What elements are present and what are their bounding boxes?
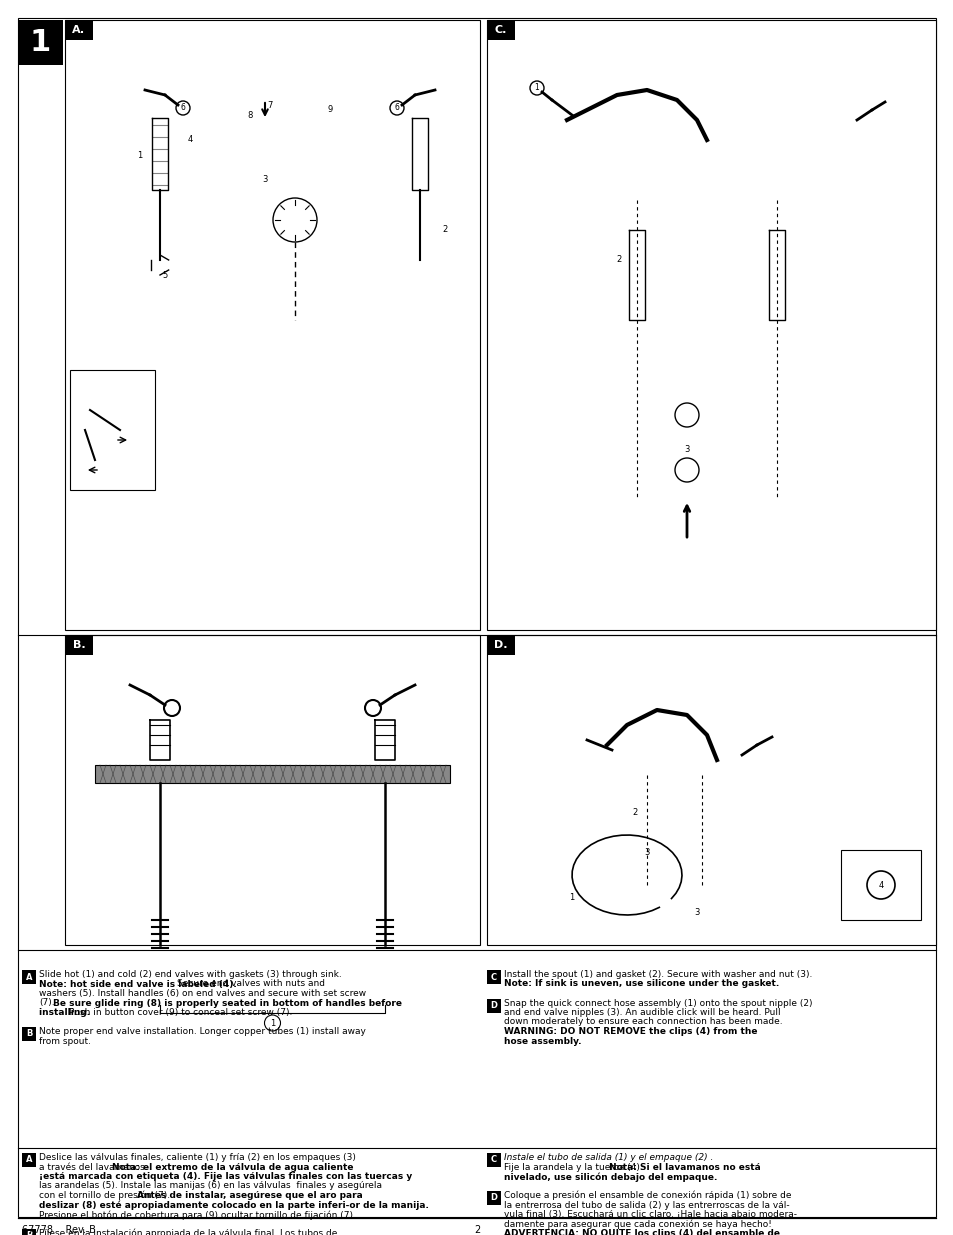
Bar <box>486 1153 500 1167</box>
Bar <box>22 969 36 984</box>
Text: 2: 2 <box>631 808 637 818</box>
Text: 3: 3 <box>683 446 689 454</box>
Bar <box>22 1028 36 1041</box>
Text: washers (5). Install handles (6) on end valves and secure with set screw: washers (5). Install handles (6) on end … <box>39 989 366 998</box>
Bar <box>486 20 515 40</box>
Bar <box>486 635 935 945</box>
Bar <box>486 20 935 630</box>
Text: 5: 5 <box>162 270 168 279</box>
Text: 3: 3 <box>262 175 268 184</box>
Text: B: B <box>26 1030 32 1039</box>
Text: damente para asegurar que cada conexión se haya hecho!: damente para asegurar que cada conexión … <box>503 1219 771 1229</box>
Text: WARNING: DO NOT REMOVE the clips (4) from the: WARNING: DO NOT REMOVE the clips (4) fro… <box>503 1028 757 1036</box>
Bar <box>486 999 500 1013</box>
Text: C: C <box>491 1156 497 1165</box>
Text: 8: 8 <box>247 110 253 120</box>
Text: 3: 3 <box>694 908 699 918</box>
Text: 6: 6 <box>180 104 185 112</box>
Bar <box>18 20 63 65</box>
Text: D: D <box>490 1002 497 1010</box>
Text: B: B <box>26 1231 32 1235</box>
Text: Nota: Si el lavamanos no está: Nota: Si el lavamanos no está <box>608 1162 760 1172</box>
Text: ¡está marcada con etiqueta (4). Fije las válvulas finales con las tuercas y: ¡está marcada con etiqueta (4). Fije las… <box>39 1172 412 1181</box>
Bar <box>486 635 515 655</box>
Text: 4: 4 <box>187 136 193 144</box>
Text: 1: 1 <box>569 893 574 902</box>
Bar <box>65 635 92 655</box>
Text: Instale el tubo de salida (1) y el empaque (2) .: Instale el tubo de salida (1) y el empaq… <box>503 1153 713 1162</box>
Text: 67778    Rev. B: 67778 Rev. B <box>22 1225 95 1235</box>
Text: deslizar (8) esté apropiadamente colocado en la parte inferi-or de la manija.: deslizar (8) esté apropiadamente colocad… <box>39 1200 429 1210</box>
Text: 1: 1 <box>534 84 538 93</box>
Text: Antes de instalar, asegúrese que el aro para: Antes de instalar, asegúrese que el aro … <box>137 1191 362 1200</box>
Text: hose assembly.: hose assembly. <box>503 1036 581 1046</box>
Bar <box>22 1153 36 1167</box>
Text: A: A <box>26 1156 32 1165</box>
Text: and end valve nipples (3). An audible click will be heard. Pull: and end valve nipples (3). An audible cl… <box>503 1008 780 1016</box>
Text: D.: D. <box>494 640 507 650</box>
Text: Secure end valves with nuts and: Secure end valves with nuts and <box>177 979 325 988</box>
Text: Coloque a presión el ensamble de conexión rápida (1) sobre de: Coloque a presión el ensamble de conexió… <box>503 1191 791 1200</box>
Bar <box>486 1191 500 1205</box>
Text: down moderately to ensure each connection has been made.: down moderately to ensure each connectio… <box>503 1018 781 1026</box>
Text: Nota: el extremo de la válvula de agua caliente: Nota: el extremo de la válvula de agua c… <box>112 1162 354 1172</box>
Text: nivelado, use silicón debajo del empaque.: nivelado, use silicón debajo del empaque… <box>503 1172 717 1182</box>
Text: Note: If sink is uneven, use silicone under the gasket.: Note: If sink is uneven, use silicone un… <box>503 979 779 988</box>
Text: 6: 6 <box>395 104 399 112</box>
Text: Note proper end valve installation. Longer copper tubes (1) install away: Note proper end valve installation. Long… <box>39 1028 366 1036</box>
Text: ADVERTENCIA: NO QUITE los clips (4) del ensamble de: ADVERTENCIA: NO QUITE los clips (4) del … <box>503 1229 780 1235</box>
Text: Note: hot side end valve is labeled (4).: Note: hot side end valve is labeled (4). <box>39 979 239 988</box>
Text: 3: 3 <box>643 848 649 857</box>
Text: D: D <box>490 1193 497 1203</box>
Text: 2: 2 <box>474 1225 479 1235</box>
Text: 2: 2 <box>442 226 447 235</box>
Text: 4: 4 <box>878 881 882 889</box>
Text: from spout.: from spout. <box>39 1036 91 1046</box>
Text: Be sure glide ring (8) is properly seated in bottom of handles before: Be sure glide ring (8) is properly seate… <box>53 999 401 1008</box>
Text: C: C <box>491 972 497 982</box>
Bar <box>486 969 500 984</box>
Text: 1: 1 <box>137 151 143 159</box>
Text: Push in button cover (9) to conceal set screw (7).: Push in button cover (9) to conceal set … <box>69 1008 292 1016</box>
Bar <box>65 20 92 40</box>
Bar <box>65 635 479 945</box>
Text: 1: 1 <box>270 1019 274 1028</box>
Text: con el tornillo de presión (7).: con el tornillo de presión (7). <box>39 1191 172 1200</box>
Text: C.: C. <box>495 25 507 35</box>
Bar <box>65 20 479 630</box>
Text: la entrerrosa del tubo de salida (2) y las entrerroscas de la vál-: la entrerrosa del tubo de salida (2) y l… <box>503 1200 789 1209</box>
Text: 7: 7 <box>267 100 273 110</box>
Text: Install the spout (1) and gasket (2). Secure with washer and nut (3).: Install the spout (1) and gasket (2). Se… <box>503 969 812 979</box>
Text: Deslice las válvulas finales, caliente (1) y fría (2) en los empaques (3): Deslice las válvulas finales, caliente (… <box>39 1153 355 1162</box>
Text: installing.: installing. <box>39 1008 93 1016</box>
Text: Presione el botón de cobertura para (9) ocultar tornillo de fijación (7).: Presione el botón de cobertura para (9) … <box>39 1210 355 1219</box>
Text: las arandelas (5). Instale las manijas (6) en las válvulas  finales y asegúrela: las arandelas (5). Instale las manijas (… <box>39 1182 381 1191</box>
Text: 2: 2 <box>616 256 621 264</box>
Bar <box>841 850 920 920</box>
Bar <box>95 764 450 783</box>
Text: Fije la arandela y la tuerca (4).: Fije la arandela y la tuerca (4). <box>503 1162 645 1172</box>
Text: B.: B. <box>72 640 85 650</box>
Bar <box>70 370 154 490</box>
Text: A: A <box>26 972 32 982</box>
Text: (7).: (7). <box>39 999 54 1008</box>
Text: Snap the quick connect hose assembly (1) onto the spout nipple (2): Snap the quick connect hose assembly (1)… <box>503 999 812 1008</box>
Text: 9: 9 <box>327 105 333 115</box>
Text: vula final (3). Escuchará un clic claro. ¡Hale hacia abajo modera-: vula final (3). Escuchará un clic claro.… <box>503 1210 796 1219</box>
Text: A.: A. <box>72 25 86 35</box>
Text: Slide hot (1) and cold (2) end valves with gaskets (3) through sink.: Slide hot (1) and cold (2) end valves wi… <box>39 969 341 979</box>
Text: 1: 1 <box>30 28 51 57</box>
Text: a través del lavamanos.: a través del lavamanos. <box>39 1162 148 1172</box>
Bar <box>22 1229 36 1235</box>
Text: Fíjese en la instalación apropiada de la válvula final. Los tubos de: Fíjese en la instalación apropiada de la… <box>39 1229 337 1235</box>
